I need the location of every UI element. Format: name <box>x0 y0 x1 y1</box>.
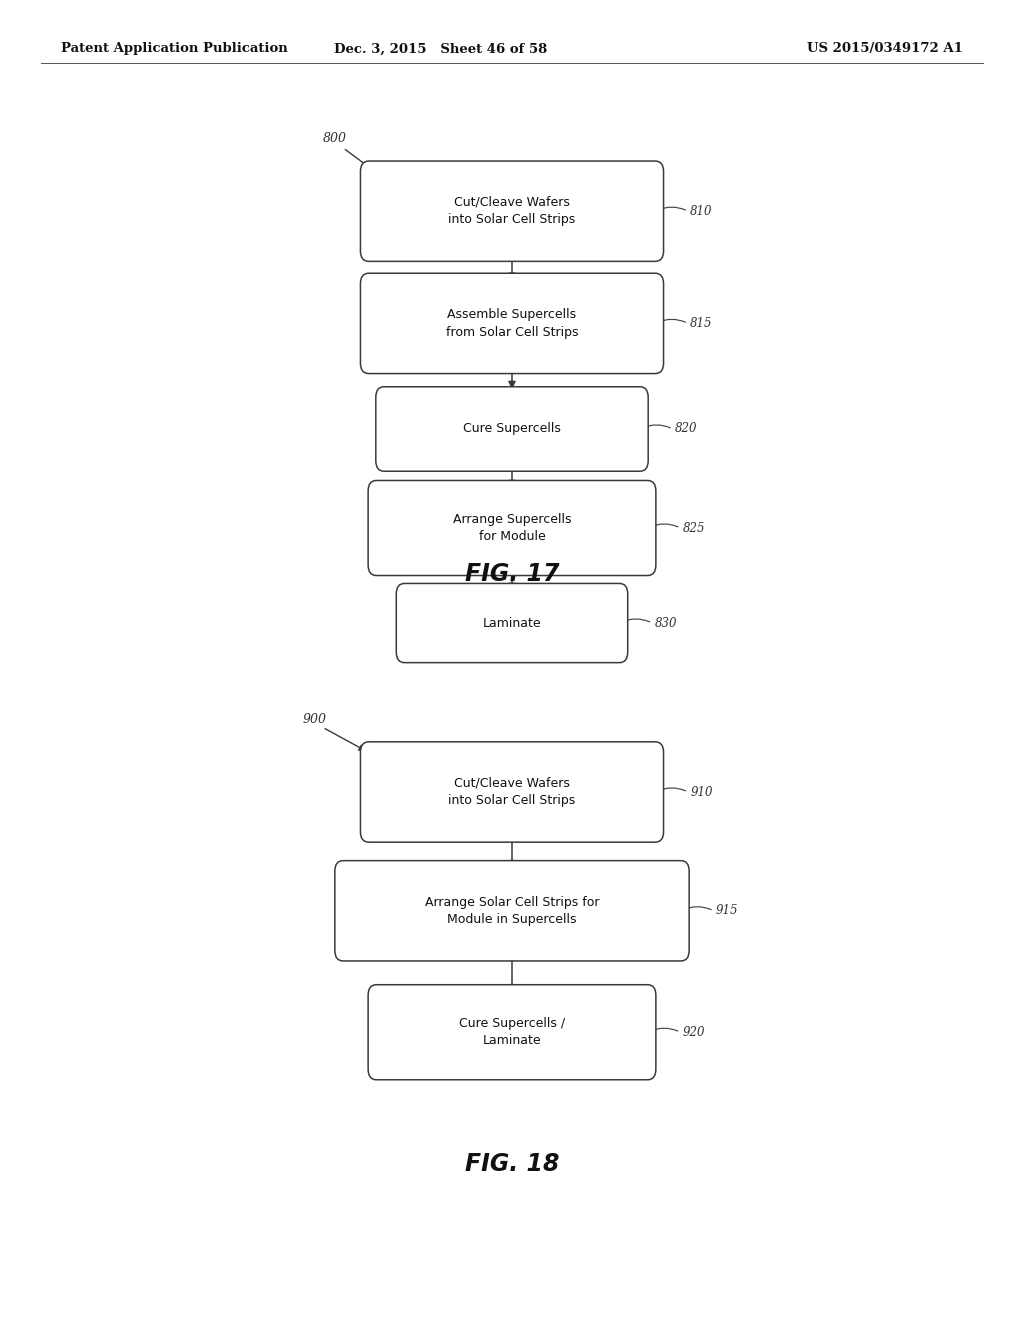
Text: 800: 800 <box>323 132 346 145</box>
FancyBboxPatch shape <box>360 161 664 261</box>
Text: Arrange Supercells
for Module: Arrange Supercells for Module <box>453 512 571 544</box>
Text: FIG. 18: FIG. 18 <box>465 1152 559 1176</box>
Text: 915: 915 <box>716 904 738 917</box>
Text: Cut/Cleave Wafers
into Solar Cell Strips: Cut/Cleave Wafers into Solar Cell Strips <box>449 195 575 227</box>
Text: Cure Supercells: Cure Supercells <box>463 422 561 436</box>
Text: Assemble Supercells
from Solar Cell Strips: Assemble Supercells from Solar Cell Stri… <box>445 308 579 339</box>
FancyBboxPatch shape <box>376 387 648 471</box>
Text: Patent Application Publication: Patent Application Publication <box>61 42 288 55</box>
Text: FIG. 17: FIG. 17 <box>465 562 559 586</box>
FancyBboxPatch shape <box>360 742 664 842</box>
Text: 810: 810 <box>690 205 713 218</box>
Text: 830: 830 <box>654 616 677 630</box>
Text: Arrange Solar Cell Strips for
Module in Supercells: Arrange Solar Cell Strips for Module in … <box>425 895 599 927</box>
Text: 825: 825 <box>683 521 705 535</box>
Text: 920: 920 <box>683 1026 705 1039</box>
FancyBboxPatch shape <box>335 861 689 961</box>
Text: Laminate: Laminate <box>482 616 542 630</box>
Text: 900: 900 <box>302 713 326 726</box>
FancyBboxPatch shape <box>369 985 656 1080</box>
Text: 820: 820 <box>675 422 697 436</box>
Text: 815: 815 <box>690 317 713 330</box>
Text: US 2015/0349172 A1: US 2015/0349172 A1 <box>807 42 963 55</box>
Text: Cut/Cleave Wafers
into Solar Cell Strips: Cut/Cleave Wafers into Solar Cell Strips <box>449 776 575 808</box>
FancyBboxPatch shape <box>360 273 664 374</box>
Text: Dec. 3, 2015   Sheet 46 of 58: Dec. 3, 2015 Sheet 46 of 58 <box>334 42 547 55</box>
Text: 910: 910 <box>690 785 713 799</box>
FancyBboxPatch shape <box>396 583 628 663</box>
FancyBboxPatch shape <box>369 480 656 576</box>
Text: Cure Supercells /
Laminate: Cure Supercells / Laminate <box>459 1016 565 1048</box>
